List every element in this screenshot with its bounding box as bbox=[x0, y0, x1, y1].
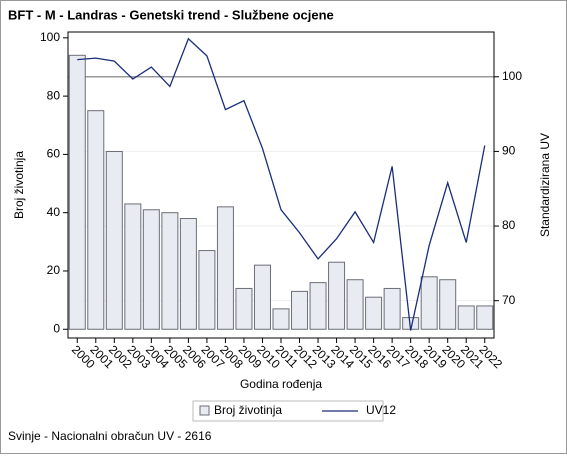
y2-tick-label: 90 bbox=[502, 144, 516, 158]
bar bbox=[383, 287, 401, 330]
bar bbox=[328, 261, 346, 330]
bar bbox=[105, 150, 123, 330]
y2-axis-label: Standardizirana UV bbox=[538, 133, 552, 237]
legend-label: Broj životinja bbox=[214, 403, 282, 417]
bar bbox=[291, 290, 309, 330]
y-tick-label: 60 bbox=[47, 147, 61, 161]
y-axis-label: Broj životinja bbox=[12, 151, 26, 219]
y-tick-label: 100 bbox=[40, 30, 60, 44]
legend-label: UV12 bbox=[366, 403, 396, 417]
bar bbox=[272, 308, 290, 330]
y2-tick-label: 70 bbox=[502, 293, 516, 307]
bar bbox=[365, 296, 383, 330]
bar bbox=[161, 212, 179, 330]
bar bbox=[142, 209, 160, 330]
bar bbox=[179, 218, 197, 330]
bar bbox=[420, 276, 438, 330]
bar bbox=[457, 305, 475, 330]
bar bbox=[346, 279, 364, 330]
legend-swatch bbox=[199, 405, 210, 416]
bar bbox=[309, 282, 327, 330]
bar bbox=[68, 54, 86, 330]
bar bbox=[198, 250, 216, 330]
chart-title: BFT - M - Landras - Genetski trend - Slu… bbox=[8, 7, 334, 22]
line bbox=[77, 37, 486, 331]
bar bbox=[439, 279, 457, 330]
y-tick-label: 40 bbox=[47, 205, 61, 219]
legend bbox=[192, 400, 384, 422]
bar bbox=[253, 264, 271, 330]
y-tick-label: 0 bbox=[53, 321, 60, 335]
footnote: Svinje - Nacionalni obračun UV - 2616 bbox=[8, 429, 212, 443]
bar bbox=[476, 305, 494, 330]
y2-tick-label: 80 bbox=[502, 218, 516, 232]
y2-tick-label: 100 bbox=[502, 69, 522, 83]
y-tick-label: 20 bbox=[47, 263, 61, 277]
bar bbox=[216, 206, 234, 330]
bar bbox=[124, 203, 142, 330]
bar bbox=[87, 110, 105, 330]
y-tick-label: 80 bbox=[47, 88, 61, 102]
x-axis-label: Godina rođenja bbox=[240, 377, 322, 391]
bar bbox=[235, 287, 253, 330]
